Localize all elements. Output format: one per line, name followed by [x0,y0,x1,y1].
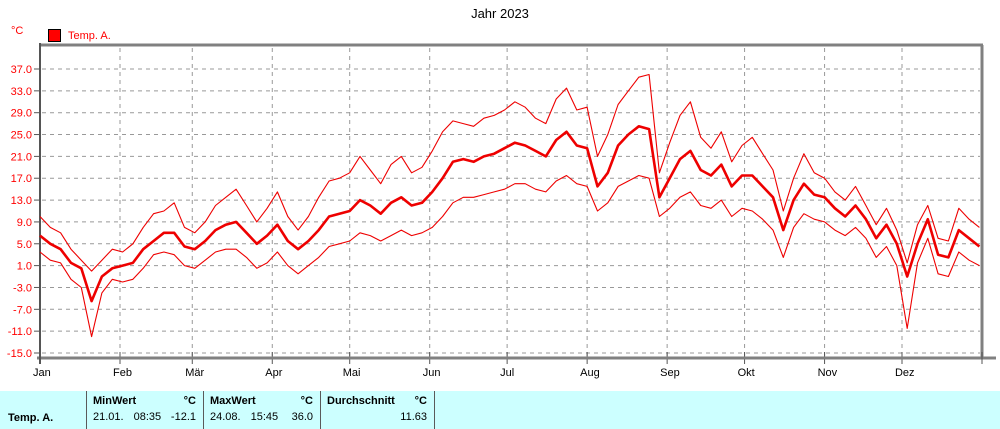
maxwert-header: MaxWert [210,395,256,407]
maxwert-time: 15:45 [250,411,279,423]
y-tick-label: -3.0 [13,282,32,294]
x-tick-label: Aug [580,367,600,379]
minwert-unit: °C [183,395,196,407]
minwert-header: MinWert [93,395,137,407]
x-tick-label: Dez [895,367,915,379]
x-tick-label: Jul [500,367,514,379]
y-tick-label: 29.0 [11,108,32,120]
x-tick-label: Okt [738,367,755,379]
series-line-daily-min [39,174,980,338]
y-tick-label: -7.0 [13,304,32,316]
x-tick-label: Mär [185,367,204,379]
durchschnitt-header: Durchschnitt [327,395,395,407]
y-tick-label: 17.0 [11,173,32,185]
y-tick-label: 21.0 [11,151,32,163]
stats-table: Temp. A. MinWert °C 21.01. 08:35 -12.1 Ma… [0,391,1000,429]
legend-swatch-icon [48,29,61,42]
y-tick-label: 9.0 [17,217,32,229]
stats-cell-empty [434,391,1000,429]
y-axis-unit-label: °C [11,25,24,37]
maxwert-unit: °C [300,395,313,407]
y-tick-label: -11.0 [8,326,32,338]
y-tick-label: 37.0 [11,64,32,76]
legend: Temp. A. [48,29,111,42]
x-tick-label: Mai [343,367,361,379]
stats-cell-durchschnitt: Durchschnitt °C 11.63 [320,391,434,429]
series-line-daily-max [39,73,980,272]
y-tick-label: 33.0 [11,86,32,98]
y-tick-label: 25.0 [11,130,32,142]
x-tick-label: Nov [818,367,838,379]
stats-cell-maxwert: MaxWert °C 24.08. 15:45 36.0 [203,391,320,429]
minwert-value: -12.1 [170,411,196,423]
maxwert-value: 36.0 [291,411,313,423]
stats-cell-minwert: MinWert °C 21.01. 08:35 -12.1 [86,391,203,429]
stats-cell-sensor: Temp. A. [0,391,86,429]
x-tick-label: Sep [660,367,680,379]
minwert-date: 21.01. [93,411,124,423]
stats-row-label: Temp. A. [8,412,54,424]
x-tick-label: Apr [265,367,282,379]
x-tick-label: Feb [113,367,132,379]
x-tick-label: Jun [423,367,441,379]
chart-title: Jahr 2023 [471,6,529,21]
minwert-time: 08:35 [133,411,162,423]
y-tick-label: -15.0 [7,348,32,360]
series-line-daily-mean [39,125,981,303]
legend-label: Temp. A. [68,29,111,42]
maxwert-date: 24.08. [210,411,241,423]
durchschnitt-value: 11.63 [400,411,427,423]
chart-plot-area: 37.0 33.0 29.0 25.0 21.0 17.0 13.0 9.0 5.0 1.0 -3.… [7,43,996,379]
y-tick-label: 1.0 [17,261,32,273]
y-tick-label: 13.0 [11,195,32,207]
x-tick-label: Jan [33,367,51,379]
y-tick-label: 5.0 [17,239,32,251]
durchschnitt-unit: °C [414,395,427,407]
